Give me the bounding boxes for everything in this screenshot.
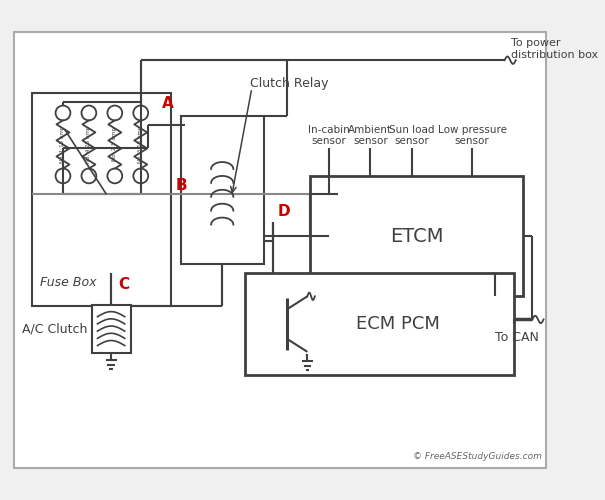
Text: In-cabin
sensor: In-cabin sensor <box>308 124 350 146</box>
Text: B: B <box>176 178 188 192</box>
Text: ETCM: ETCM <box>390 226 443 246</box>
Text: © FreeASEStudyGuides.com: © FreeASEStudyGuides.com <box>413 452 541 461</box>
Text: Sun load
sensor: Sun load sensor <box>389 124 435 146</box>
Text: A/C Clutch: A/C Clutch <box>22 322 87 335</box>
Text: No. 2 5 amp: No. 2 5 amp <box>113 128 117 162</box>
Text: No. 4 25 amp: No. 4 25 amp <box>87 126 91 163</box>
Bar <box>310 176 523 296</box>
Text: No. 3 15 amp: No. 3 15 amp <box>139 126 143 163</box>
Text: ECM PCM: ECM PCM <box>356 315 440 333</box>
Text: No. 1 15 amp: No. 1 15 amp <box>60 126 65 163</box>
Bar <box>180 116 264 264</box>
Text: D: D <box>278 204 290 220</box>
Text: Low pressure
sensor: Low pressure sensor <box>438 124 507 146</box>
Bar <box>33 92 171 306</box>
Bar <box>92 304 131 353</box>
Text: To power
distribution box: To power distribution box <box>511 38 598 60</box>
Text: C: C <box>119 277 129 292</box>
Text: Fuse Box: Fuse Box <box>40 276 96 289</box>
Text: Ambient
sensor: Ambient sensor <box>348 124 393 146</box>
Text: A: A <box>162 96 174 111</box>
Text: To CAN: To CAN <box>495 330 538 344</box>
Text: Clutch Relay: Clutch Relay <box>250 77 329 90</box>
Bar <box>246 273 514 375</box>
